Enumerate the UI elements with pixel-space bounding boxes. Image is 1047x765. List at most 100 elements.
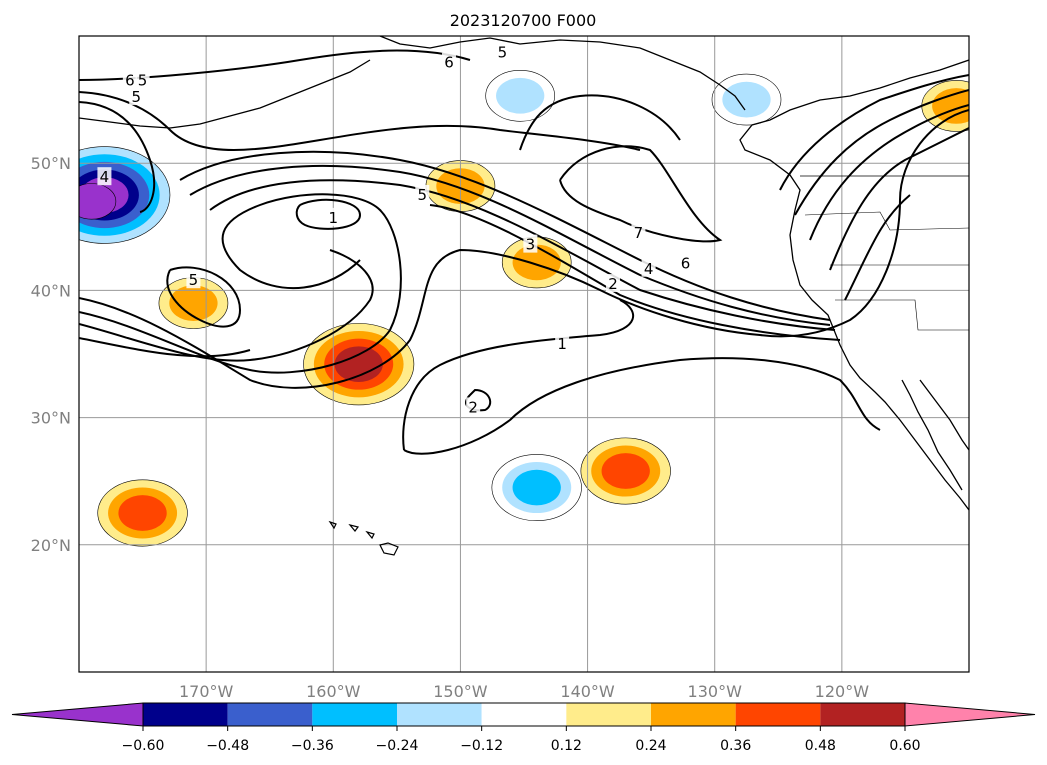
contour-label-bg xyxy=(186,270,201,289)
contour-label-bg xyxy=(466,397,481,416)
colorbar-tick-label: −0.36 xyxy=(291,738,334,754)
anomaly-region xyxy=(169,285,218,321)
colorbar-segment xyxy=(397,703,482,726)
contour-label-bg xyxy=(441,52,456,71)
colorbar-tick-label: −0.48 xyxy=(206,738,249,754)
contour-label: 3 xyxy=(526,236,536,254)
contour-line xyxy=(166,266,242,328)
colorbar-segment xyxy=(820,703,905,726)
contour-lines xyxy=(79,49,969,455)
y-tick-label: 20°N xyxy=(31,536,71,555)
y-tick-label: 30°N xyxy=(31,409,71,428)
colorbar-tick-label: −0.12 xyxy=(460,738,503,754)
gulf-coastline xyxy=(919,379,969,451)
contour-label-bg xyxy=(326,207,341,226)
contour-line xyxy=(79,91,641,151)
contour-line xyxy=(403,357,881,455)
colorbar-tick-label: 0.48 xyxy=(805,738,836,754)
contour-line xyxy=(79,337,251,358)
colorbar-segment xyxy=(735,703,821,726)
contour-label: 2 xyxy=(468,398,478,416)
contour-label: 6 xyxy=(125,72,135,90)
contour-label-bg xyxy=(97,167,112,186)
colorbar-segment xyxy=(651,703,736,726)
anomaly-region xyxy=(334,346,383,383)
colorbar-segment xyxy=(481,703,567,726)
colorbar: −0.60 −0.48 −0.36 −0.24 −0.12 0.12 0.24 0.36 0.4… xyxy=(11,702,1036,754)
anomaly-region xyxy=(79,183,117,220)
colorbar-tick-label: 0.36 xyxy=(720,738,751,754)
contour-label-bg xyxy=(135,70,150,89)
contour-line xyxy=(209,179,836,331)
colorbar-frame xyxy=(142,702,906,727)
contour-label-bg xyxy=(122,70,137,89)
anomaly-region xyxy=(722,81,771,118)
hawaii-islands xyxy=(328,520,399,556)
contour-label-bg xyxy=(678,253,693,272)
contour-line xyxy=(809,104,969,241)
anomaly-region xyxy=(118,495,167,531)
contour-line xyxy=(79,109,969,389)
contour-line xyxy=(179,150,831,321)
contour-line xyxy=(295,198,362,230)
contour-line xyxy=(402,299,635,451)
contour-line xyxy=(844,194,911,301)
contour-label: 4 xyxy=(644,260,654,278)
x-tick-label: 170°W xyxy=(179,682,234,701)
contour-line xyxy=(79,193,402,374)
x-tick-label: 120°W xyxy=(815,682,870,701)
contour-line xyxy=(189,164,831,326)
y-tick-label: 40°N xyxy=(31,281,71,300)
contour-label: 7 xyxy=(634,224,644,242)
y-axis-ticks: 20°N 30°N 40°N 50°N xyxy=(31,154,71,555)
colorbar-segment xyxy=(312,703,397,726)
colorbar-segment xyxy=(227,703,313,726)
contour-label: 5 xyxy=(138,72,148,90)
map-frame xyxy=(78,35,970,673)
anomaly-region xyxy=(512,469,561,506)
y-tick-label: 50°N xyxy=(31,154,71,173)
colorbar-tick-label: −0.60 xyxy=(122,738,165,754)
contour-label-bg xyxy=(415,185,430,203)
colorbar-tick-label: 0.60 xyxy=(889,738,920,754)
contour-line xyxy=(794,89,969,216)
contour-label: 5 xyxy=(418,186,428,204)
contour-line xyxy=(429,204,841,341)
anomaly-region xyxy=(601,453,650,489)
contour-label: 5 xyxy=(131,88,141,106)
contour-label-bg xyxy=(641,258,656,277)
anomaly-region xyxy=(496,77,545,114)
figure-title: 2023120700 F000 xyxy=(450,11,597,30)
alaska-coastline xyxy=(379,36,746,111)
contour-label: 4 xyxy=(100,168,110,186)
contour-label: 5 xyxy=(498,44,508,62)
contour-label-bg xyxy=(631,223,646,242)
colorbar-extend-min xyxy=(11,702,144,727)
contour-line xyxy=(779,74,969,191)
contour-label-bg xyxy=(555,333,570,352)
contour-label: 1 xyxy=(557,335,567,353)
contour-line xyxy=(79,101,156,213)
baja-coastline xyxy=(901,379,963,491)
colorbar-segment xyxy=(143,703,228,726)
x-axis-ticks: 170°W 160°W 150°W 140°W 130°W 120°W xyxy=(179,682,869,701)
contour-line xyxy=(519,94,681,151)
contour-label: 5 xyxy=(189,271,199,289)
map-background xyxy=(79,36,969,672)
contour-label-bg xyxy=(523,234,538,253)
gridlines xyxy=(79,36,969,672)
x-tick-label: 150°W xyxy=(433,682,488,701)
contour-line xyxy=(559,145,723,243)
colorbar-tick-label: 0.12 xyxy=(551,738,582,754)
contour-label: 2 xyxy=(608,275,618,293)
contour-label-bg xyxy=(495,42,510,61)
colorbar-tick-label: −0.24 xyxy=(376,738,419,754)
x-tick-label: 160°W xyxy=(306,682,361,701)
contour-label-bg xyxy=(129,87,144,106)
contour-label-bg xyxy=(606,274,620,293)
state-border xyxy=(804,211,969,331)
contour-line xyxy=(79,249,374,362)
